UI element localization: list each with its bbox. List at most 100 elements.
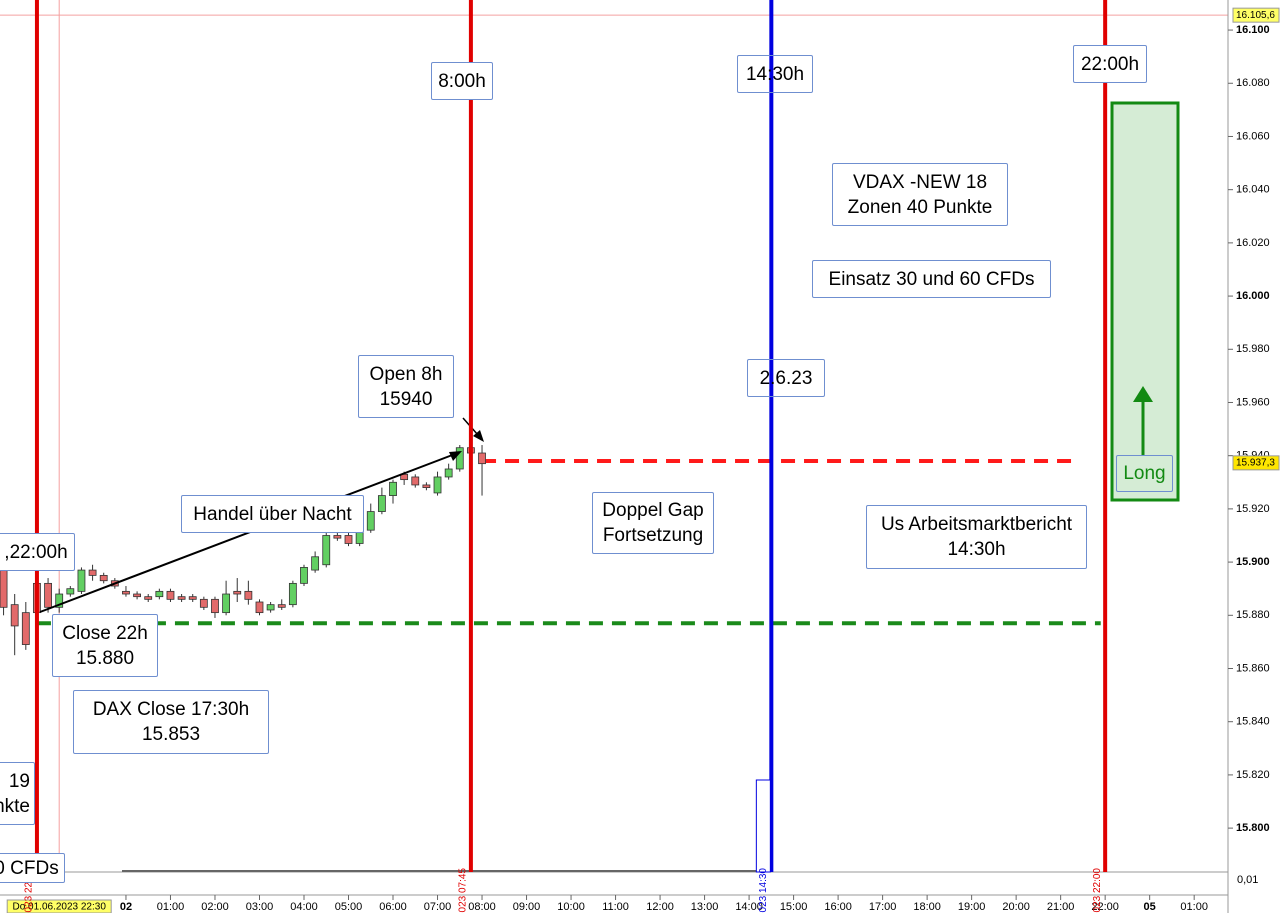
x-tick-label: 20:00: [1002, 901, 1030, 913]
y-tick-label: 15.820: [1236, 769, 1270, 781]
annotation: VDAX -NEW 18 Zonen 40 Punkte: [832, 163, 1008, 226]
candle-body: [55, 593, 64, 608]
y-tick-label: 16.040: [1236, 184, 1270, 196]
annotation-text: Close 22h: [62, 622, 148, 644]
y-tick-label: 16.020: [1236, 237, 1270, 249]
y-tick-label: 15.880: [1236, 609, 1270, 621]
candle-body: [144, 596, 153, 600]
annotation: Handel über Nacht: [181, 495, 364, 533]
annotation-text: 19: [8, 770, 30, 792]
y-tick-label: 15.980: [1236, 343, 1270, 355]
y-tick-label: 15.900: [1236, 556, 1270, 568]
candle-body: [433, 476, 442, 494]
candle-body: [366, 511, 375, 531]
candle-body: [478, 452, 486, 465]
annotation-text: ,22:00h: [4, 541, 68, 563]
annotation-text: Zonen 40 Punkte: [847, 196, 993, 218]
candle-body: [44, 582, 52, 608]
trend-arrow: [39, 453, 456, 613]
annotation: Open 8h 15940: [358, 355, 454, 418]
time-line-label: 02.06.2023 07:45: [458, 868, 469, 913]
candle-body: [255, 601, 264, 614]
candle-body: [77, 569, 86, 592]
annotation-text: Fortsetzung: [602, 525, 704, 546]
annotation: Doppel Gap Fortsetzung: [592, 492, 714, 554]
annotation: DAX Close 17:30h 15.853: [73, 690, 269, 754]
candle-body: [177, 596, 186, 600]
candle-body: [422, 484, 431, 489]
x-tick-label: 17:00: [869, 901, 897, 913]
x-tick-label: 18:00: [913, 901, 941, 913]
candle-body: [300, 567, 308, 584]
x-tick-label: 13:00: [691, 901, 719, 913]
candle-body: [188, 596, 197, 600]
annotation: 0 CFDs: [0, 853, 65, 883]
x-tick-label: 10:00: [557, 901, 585, 913]
candle-body: [211, 598, 219, 614]
candle-body: [10, 604, 19, 627]
y-tick-label: 16.100: [1236, 24, 1270, 36]
price-label-box: [1232, 7, 1280, 23]
x-tick-label: 08:00: [468, 901, 496, 913]
lower-pane-label: 0,01: [1237, 874, 1258, 886]
x-tick-label: 16:00: [824, 901, 852, 913]
x-tick-label: 04:00: [290, 901, 318, 913]
x-tick-label: 21:00: [1047, 901, 1075, 913]
x-tick-label: 01:00: [157, 901, 185, 913]
x-tick-label: 05: [1144, 901, 1156, 913]
x-tick-label: 03:00: [246, 901, 274, 913]
time-line-label: 06.2023 22:00: [24, 868, 35, 913]
x-tick-label: 07:00: [424, 901, 452, 913]
y-tick-label: 16.080: [1236, 77, 1270, 89]
x-tick-label: 14:00: [735, 901, 763, 913]
annotation-text: 22:00h: [1080, 53, 1140, 75]
annotation-text: 14:30h: [947, 539, 1006, 560]
candle-body: [199, 598, 208, 608]
candle-body: [333, 535, 342, 539]
x-tick-label: 02:00: [201, 901, 229, 913]
candle-body: [122, 590, 130, 595]
candle-body: [222, 593, 231, 614]
annotation-text: 15.880: [75, 647, 135, 669]
annotation-text: 2.6.23: [759, 367, 813, 389]
y-tick-label: 15.920: [1236, 503, 1270, 515]
arrow-head: [449, 451, 462, 461]
annotation-text: 15940: [379, 388, 433, 410]
candle-body: [322, 535, 331, 566]
annotation-text: Einsatz 30 und 60 CFDs: [828, 268, 1035, 290]
annotation: 22:00h: [1073, 45, 1147, 83]
x-tick-label: 01:00: [1180, 901, 1208, 913]
candle-body: [266, 604, 275, 611]
candle-body: [455, 447, 464, 470]
annotation-text: DAX Close 17:30h: [92, 699, 250, 720]
y-tick-label: 15.960: [1236, 396, 1270, 408]
annotation-text: 8:00h: [438, 70, 486, 92]
annotation: Us Arbeitsmarktbericht 14:30h: [866, 505, 1087, 569]
x-tick-label: 06:00: [379, 901, 407, 913]
y-tick-label: 15.800: [1236, 822, 1270, 834]
time-line-label: 02.06.2023 22:00: [1092, 868, 1103, 913]
annotation: 2.6.23: [747, 359, 825, 397]
x-tick-label: 05:00: [335, 901, 363, 913]
y-tick-label: 16.000: [1236, 290, 1270, 302]
annotation: Close 22h 15.880: [52, 614, 158, 677]
price-label-box: [1232, 455, 1280, 471]
candle-body: [244, 590, 253, 600]
candle-body: [88, 569, 97, 576]
price-label: 15.937,3: [1236, 458, 1275, 469]
annotation-text: Doppel Gap: [602, 500, 704, 521]
x-tick-label: 22:00: [1091, 901, 1119, 913]
annotation-text: Open 8h: [369, 363, 443, 385]
arrow-head: [1133, 386, 1153, 402]
annotation-text: 14:30h: [745, 63, 805, 85]
annotation-text: 0 CFDs: [0, 858, 59, 879]
time-line-label: 02.06.2023 14:30: [758, 868, 769, 913]
candle-body: [66, 588, 75, 595]
x-tick-label: 15:00: [780, 901, 808, 913]
long-zone: [1110, 101, 1180, 502]
y-tick-label: 15.840: [1236, 716, 1270, 728]
candle-body: [411, 476, 420, 486]
annotation: ,22:00h: [0, 533, 75, 571]
